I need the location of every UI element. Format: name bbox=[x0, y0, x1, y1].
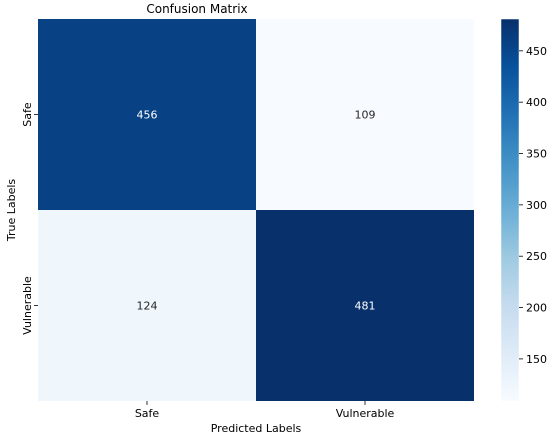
heatmap-value-label-0-1: 109 bbox=[355, 109, 376, 122]
colorbar-tick-label-3: 300 bbox=[526, 199, 547, 212]
heatmap-value-label-0-0: 456 bbox=[137, 109, 158, 122]
colorbar-tick-label-1: 200 bbox=[526, 302, 547, 315]
y-tick-label-0: Safe bbox=[21, 102, 34, 127]
x-axis-label: Predicted Labels bbox=[211, 422, 302, 435]
heatmap-cell-1-0 bbox=[38, 210, 256, 401]
y-axis-label: True Labels bbox=[5, 179, 18, 243]
colorbar-tick-label-4: 350 bbox=[526, 148, 547, 161]
heatmap-value-label-1-1: 481 bbox=[355, 300, 376, 313]
heatmap-cell-1-1 bbox=[256, 210, 474, 401]
heatmap-cell-0-1 bbox=[256, 19, 474, 210]
x-tick-label-1: Vulnerable bbox=[336, 407, 395, 420]
y-tick-label-1: Vulnerable bbox=[21, 276, 34, 335]
chart-title: Confusion Matrix bbox=[146, 2, 247, 16]
heatmap-cell-0-0 bbox=[38, 19, 256, 210]
x-tick-label-0: Safe bbox=[135, 407, 160, 420]
colorbar-tick-label-6: 450 bbox=[526, 45, 547, 58]
colorbar-tick-label-0: 150 bbox=[526, 353, 547, 366]
heatmap-value-label-1-0: 124 bbox=[137, 300, 158, 313]
heatmap-plot-area: 456 109 124 481 Safe Vulnerable Safe Vulnerable bbox=[21, 19, 474, 420]
colorbar-tick-label-5: 400 bbox=[526, 96, 547, 109]
colorbar-axis: 150 200 250 300 350 400 450 bbox=[519, 45, 547, 366]
colorbar bbox=[500, 18, 520, 402]
colorbar-tick-label-2: 250 bbox=[526, 250, 547, 263]
